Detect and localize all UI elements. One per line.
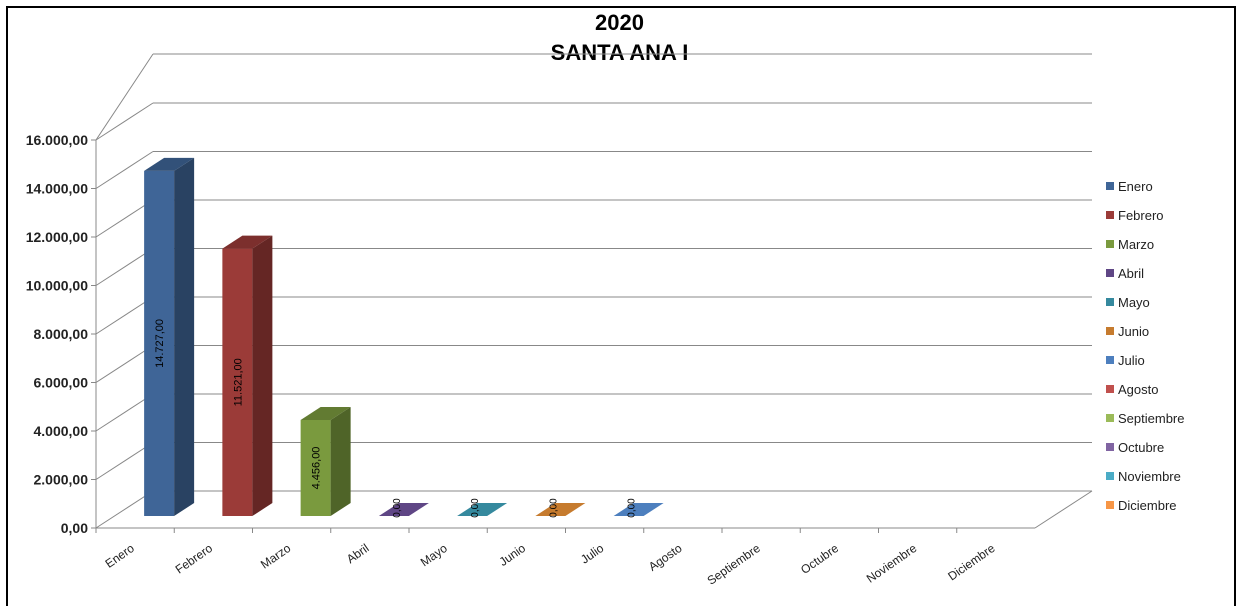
- legend-label: Noviembre: [1118, 469, 1181, 484]
- legend-label: Julio: [1118, 353, 1145, 368]
- legend-label: Abril: [1118, 266, 1144, 281]
- bar-top-marzo: [300, 406, 351, 420]
- x-tick-label: Octubre: [798, 541, 841, 577]
- chart-frame: [6, 6, 1236, 606]
- legend-swatch: [1106, 269, 1114, 277]
- x-tick-label: Septiembre: [705, 541, 764, 588]
- legend-label: Octubre: [1118, 440, 1164, 455]
- gridline-side: [95, 345, 154, 383]
- x-tick-label: Abril: [344, 541, 372, 566]
- gridline-side: [95, 490, 154, 529]
- gridline-side: [95, 296, 154, 335]
- legend-swatch: [1106, 443, 1114, 451]
- gridline-side: [95, 199, 154, 238]
- gridline-side: [95, 53, 154, 141]
- chart-title-year: 2020: [595, 10, 644, 35]
- bar-side-febrero: [252, 235, 273, 516]
- y-tick-label: 10.000,00: [26, 278, 88, 294]
- legend-label: Mayo: [1118, 295, 1150, 310]
- bar-flat-julio: [613, 503, 664, 516]
- bar-flat-abril: [378, 503, 429, 516]
- bar-flat-mayo: [457, 503, 508, 516]
- legend-swatch: [1106, 472, 1114, 480]
- data-label: 0,00: [548, 498, 559, 518]
- legend-swatch: [1106, 240, 1114, 248]
- x-tick-label: Mayo: [418, 541, 450, 569]
- data-label: 0,00: [470, 498, 481, 518]
- legend-swatch: [1106, 211, 1114, 219]
- bar-front-febrero: [222, 248, 253, 516]
- x-tick-label: Enero: [103, 541, 138, 571]
- legend-swatch: [1106, 327, 1114, 335]
- legend-swatch: [1106, 356, 1114, 364]
- bar-top-febrero: [222, 235, 273, 249]
- legend-swatch: [1106, 385, 1114, 393]
- y-tick-label: 8.000,00: [34, 326, 89, 342]
- y-tick-label: 4.000,00: [34, 423, 89, 439]
- gridline-side: [95, 248, 154, 286]
- y-tick-label: 2.000,00: [34, 472, 89, 488]
- legend-label: Agosto: [1118, 382, 1158, 397]
- chart-title-name: SANTA ANA I: [550, 40, 689, 65]
- x-tick-label: Junio: [497, 541, 529, 569]
- legend-swatch: [1106, 501, 1114, 509]
- x-tick-label: Julio: [578, 541, 607, 567]
- data-label: 0,00: [627, 498, 638, 518]
- y-tick-label: 12.000,00: [26, 229, 88, 245]
- gridline-side: [95, 393, 154, 432]
- x-tick-label: Febrero: [173, 541, 216, 577]
- bar-side-marzo: [330, 406, 351, 516]
- y-tick-label: 16.000,00: [26, 132, 88, 148]
- legend-label: Enero: [1118, 179, 1153, 194]
- y-tick-label: 6.000,00: [34, 375, 89, 391]
- legend-label: Diciembre: [1118, 498, 1177, 513]
- legend-label: Marzo: [1118, 237, 1154, 252]
- legend-swatch: [1106, 414, 1114, 422]
- x-tick-label: Diciembre: [945, 541, 998, 584]
- x-tick-label: Noviembre: [864, 541, 920, 586]
- y-tick-label: 14.000,00: [26, 181, 88, 197]
- bar-side-enero: [174, 157, 195, 517]
- bar-front-enero: [144, 170, 175, 517]
- data-label: 4.456,00: [311, 447, 323, 490]
- bar-flat-junio: [535, 503, 586, 516]
- data-label: 0,00: [392, 498, 403, 518]
- x-tick-label: Agosto: [646, 541, 685, 574]
- legend-label: Septiembre: [1118, 411, 1184, 426]
- data-label: 14.727,00: [154, 319, 166, 368]
- y-tick-label: 0,00: [61, 520, 88, 536]
- floor-edge: [1034, 490, 1093, 529]
- bar-front-marzo: [300, 419, 331, 516]
- gridline-side: [95, 102, 154, 141]
- bar-top-enero: [144, 157, 195, 171]
- legend-label: Febrero: [1118, 208, 1164, 223]
- x-tick-label: Marzo: [258, 541, 294, 572]
- data-label: 11.521,00: [232, 358, 244, 406]
- legend-label: Junio: [1118, 324, 1149, 339]
- legend-swatch: [1106, 182, 1114, 190]
- gridline-side: [95, 151, 154, 189]
- legend-swatch: [1106, 298, 1114, 306]
- gridline-side: [95, 442, 154, 480]
